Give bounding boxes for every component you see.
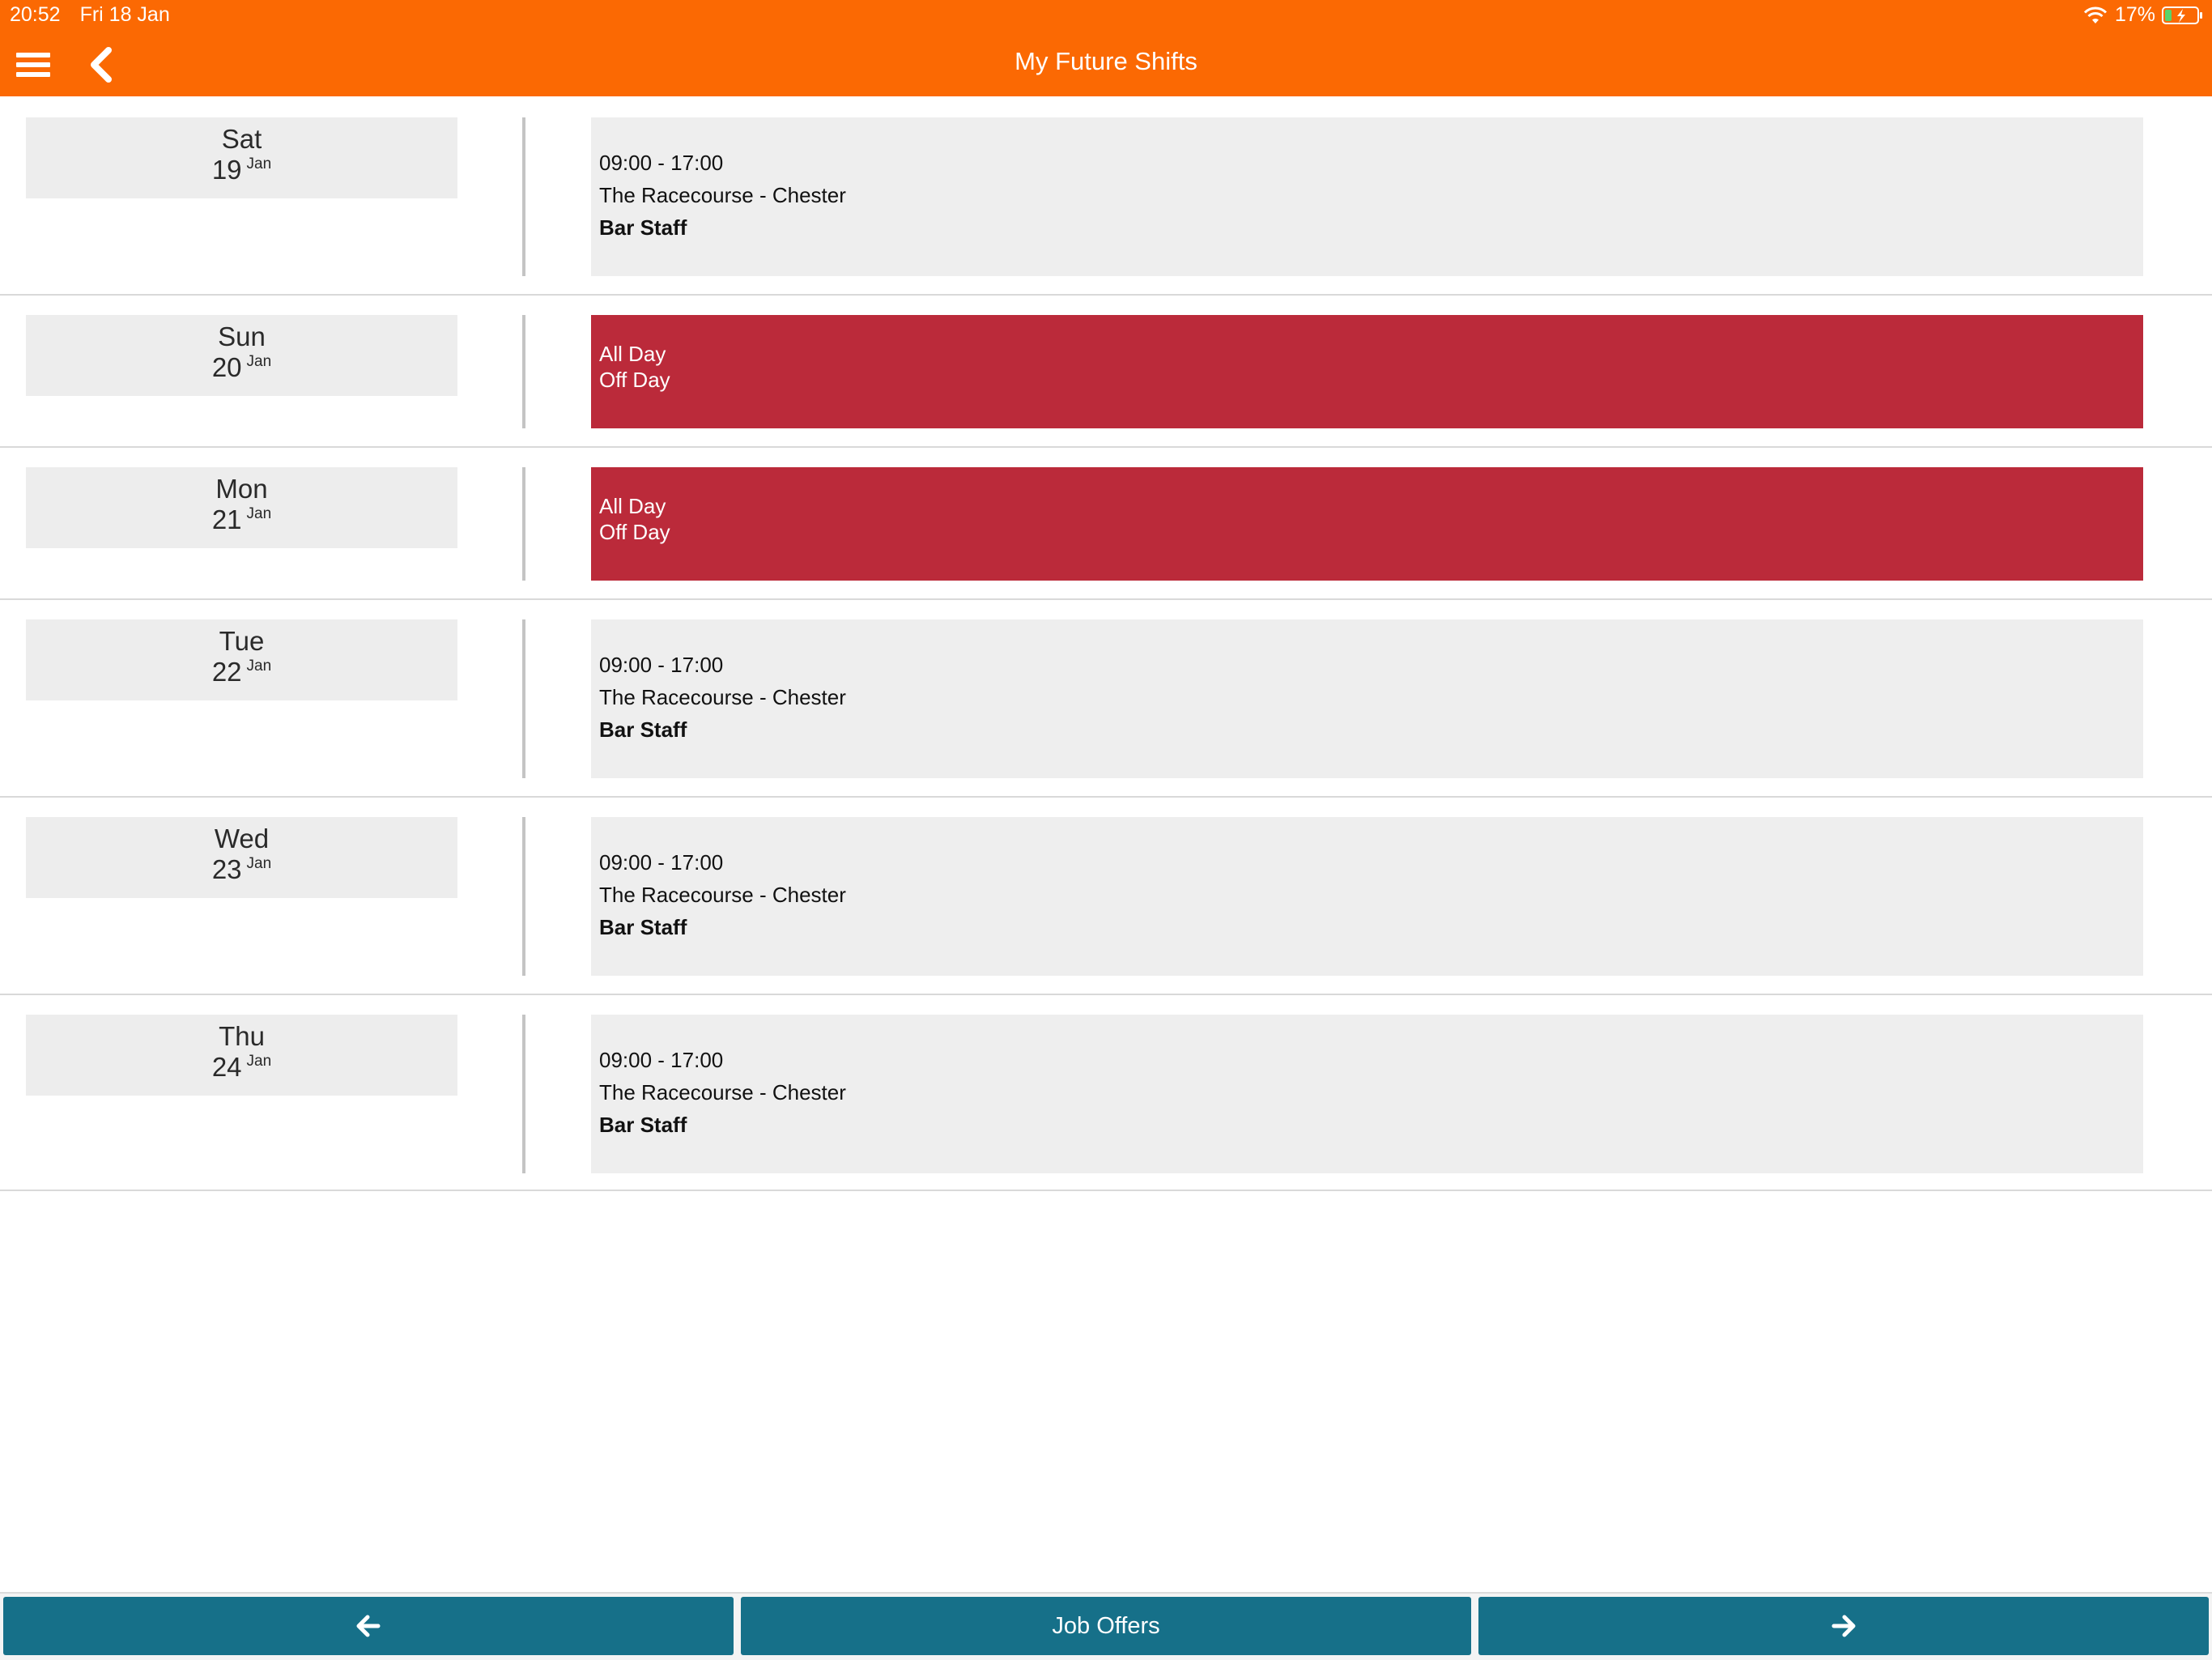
- day-number: 24: [211, 1052, 242, 1082]
- row-divider: [522, 619, 525, 778]
- shift-time: 09:00 - 17:00: [599, 151, 724, 175]
- date-box: Thu 24 Jan: [26, 1015, 457, 1096]
- job-offers-label: Job Offers: [1052, 1612, 1160, 1639]
- arrow-left-icon: [356, 1615, 381, 1637]
- status-bar-left: 20:52 Fri 18 Jan: [10, 3, 170, 27]
- footer-bar: Job Offers: [0, 1592, 2212, 1660]
- job-offers-button[interactable]: Job Offers: [741, 1597, 1471, 1655]
- day-month: Jan: [246, 353, 272, 370]
- day-row: Sat 19 Jan 09:00 - 17:00 The Racecourse -…: [0, 98, 2212, 296]
- off-day-card[interactable]: All Day Off Day: [591, 467, 2143, 581]
- shift-venue: The Racecourse - Chester: [599, 1080, 846, 1105]
- day-name: Wed: [214, 824, 270, 853]
- shift-card[interactable]: 09:00 - 17:00 The Racecourse - Chester B…: [591, 117, 2143, 276]
- row-divider: [522, 117, 525, 276]
- app-header: 20:52 Fri 18 Jan 17% My Future Shifts: [0, 0, 2212, 96]
- date-box: Mon 21 Jan: [26, 467, 457, 548]
- battery-percent: 17%: [2114, 3, 2155, 26]
- status-time: 20:52: [10, 3, 61, 26]
- off-day-label: Off Day: [599, 520, 670, 544]
- page-title: My Future Shifts: [1015, 47, 1197, 75]
- shift-venue: The Racecourse - Chester: [599, 883, 846, 907]
- date-box: Sun 20 Jan: [26, 315, 457, 396]
- shift-time: 09:00 - 17:00: [599, 1048, 724, 1072]
- shift-role: Bar Staff: [599, 915, 687, 939]
- day-number: 22: [211, 657, 242, 687]
- date-box: Sat 19 Jan: [26, 117, 457, 198]
- row-divider: [522, 467, 525, 581]
- day-row: Thu 24 Jan 09:00 - 17:00 The Racecourse -…: [0, 995, 2212, 1191]
- day-month: Jan: [246, 658, 272, 675]
- day-name: Sat: [221, 124, 262, 154]
- day-name: Sun: [218, 321, 266, 351]
- status-date: Fri 18 Jan: [79, 3, 170, 26]
- off-day-duration: All Day: [599, 342, 666, 366]
- shift-card[interactable]: 09:00 - 17:00 The Racecourse - Chester B…: [591, 619, 2143, 778]
- day-row: Wed 23 Jan 09:00 - 17:00 The Racecourse -…: [0, 798, 2212, 995]
- day-name: Tue: [219, 626, 265, 656]
- day-number: 19: [211, 155, 242, 185]
- off-day-label: Off Day: [599, 368, 670, 392]
- day-month: Jan: [246, 855, 272, 872]
- off-day-duration: All Day: [599, 494, 666, 518]
- hamburger-menu-icon[interactable]: [16, 52, 50, 78]
- day-number: 21: [211, 504, 242, 534]
- row-divider: [522, 315, 525, 428]
- date-box: Wed 23 Jan: [26, 817, 457, 898]
- wifi-icon: [2083, 6, 2108, 23]
- day-row: Mon 21 Jan All Day Off Day: [0, 448, 2212, 600]
- shift-role: Bar Staff: [599, 717, 687, 742]
- shift-role: Bar Staff: [599, 215, 687, 240]
- arrow-right-icon: [1831, 1615, 1856, 1637]
- shift-time: 09:00 - 17:00: [599, 850, 724, 875]
- day-name: Thu: [219, 1021, 265, 1051]
- day-month: Jan: [246, 505, 272, 522]
- battery-icon: [2162, 6, 2202, 24]
- shift-venue: The Racecourse - Chester: [599, 685, 846, 709]
- shift-card[interactable]: 09:00 - 17:00 The Racecourse - Chester B…: [591, 1015, 2143, 1173]
- day-row: Tue 22 Jan 09:00 - 17:00 The Racecourse -…: [0, 600, 2212, 798]
- shift-card[interactable]: 09:00 - 17:00 The Racecourse - Chester B…: [591, 817, 2143, 976]
- shift-time: 09:00 - 17:00: [599, 653, 724, 677]
- status-bar-right: 17%: [2082, 3, 2204, 27]
- previous-week-button[interactable]: [3, 1597, 734, 1655]
- day-row: Sun 20 Jan All Day Off Day: [0, 296, 2212, 448]
- off-day-card[interactable]: All Day Off Day: [591, 315, 2143, 428]
- day-number: 20: [211, 352, 242, 382]
- day-month: Jan: [246, 1053, 272, 1070]
- date-box: Tue 22 Jan: [26, 619, 457, 700]
- row-divider: [522, 817, 525, 976]
- day-month: Jan: [246, 155, 272, 172]
- day-name: Mon: [215, 474, 268, 504]
- next-week-button[interactable]: [1478, 1597, 2209, 1655]
- row-divider: [522, 1015, 525, 1173]
- shift-role: Bar Staff: [599, 1113, 687, 1137]
- shift-venue: The Racecourse - Chester: [599, 183, 846, 207]
- day-number: 23: [211, 854, 242, 884]
- chevron-left-icon[interactable]: [87, 47, 115, 83]
